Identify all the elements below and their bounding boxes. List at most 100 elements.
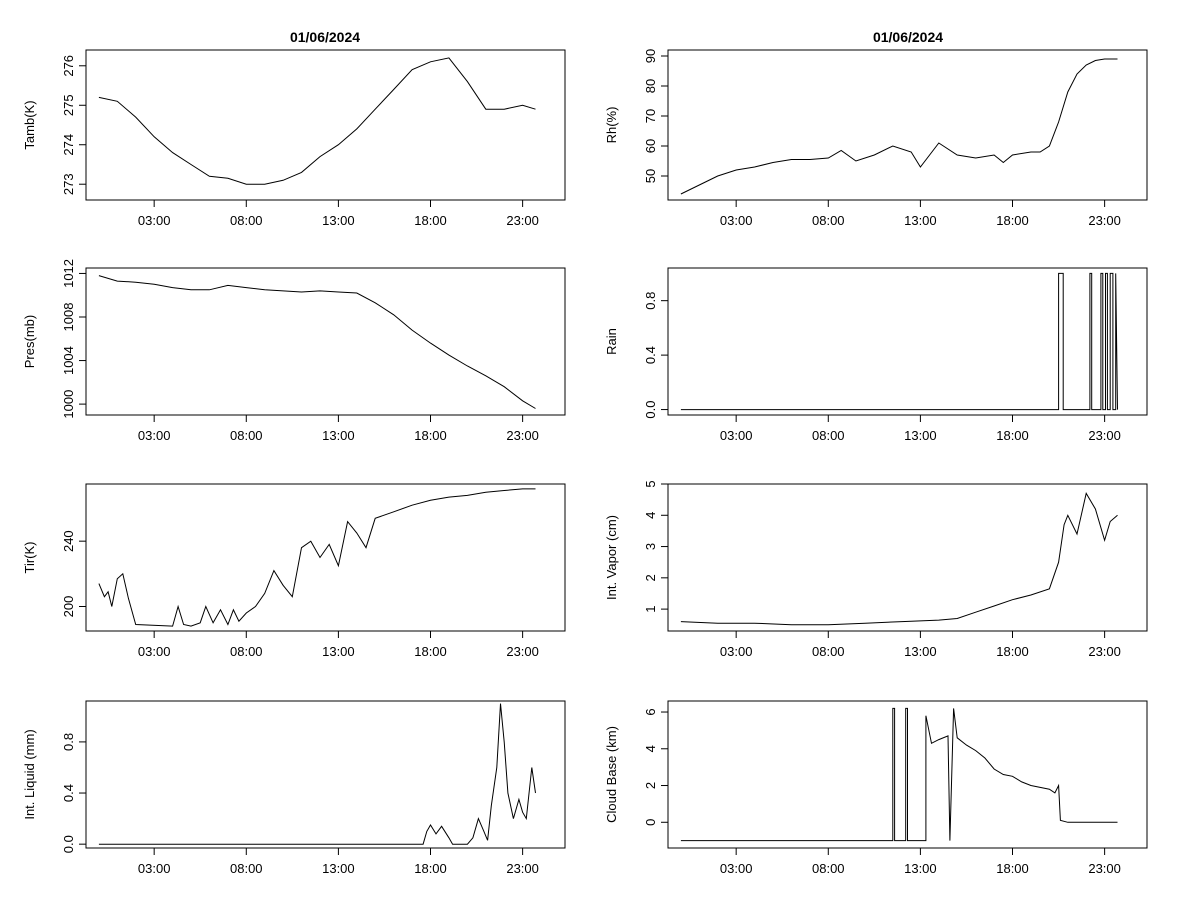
y-tick-label: 1 [643, 605, 658, 612]
y-tick-label: 1012 [61, 259, 76, 288]
x-tick-label: 18:00 [414, 428, 447, 443]
y-tick-label: 4 [643, 745, 658, 752]
y-tick-label: 200 [61, 596, 76, 618]
y-tick-label: 276 [61, 55, 76, 77]
x-tick-label: 08:00 [812, 428, 845, 443]
y-tick-label: 0.4 [643, 346, 658, 364]
y-tick-label: 0.0 [61, 835, 76, 853]
y-tick-label: 275 [61, 94, 76, 116]
x-tick-label: 03:00 [720, 213, 753, 228]
y-axis-label: Tir(K) [22, 541, 37, 573]
y-axis-label: Tamb(K) [22, 100, 37, 149]
series-line [98, 57, 536, 185]
y-tick-label: 0.4 [61, 784, 76, 802]
panel-cloud-base-km: 03:00 08:00 13:00 18:00 23:00 0 2 4 6 Cloud Base … [604, 700, 1148, 876]
x-tick-label: 03:00 [138, 861, 171, 876]
plot-frame [667, 700, 1148, 849]
series-line [680, 707, 1118, 842]
y-axis-label: Rh(%) [604, 107, 619, 144]
y-tick-label: 5 [643, 480, 658, 487]
y-tick-label: 2 [643, 574, 658, 581]
x-tick-label: 08:00 [230, 428, 263, 443]
title-left: 01/06/2024 [290, 29, 360, 45]
y-tick-label: 0 [643, 819, 658, 826]
plot-frame [667, 49, 1148, 201]
x-tick-label: 03:00 [138, 644, 171, 659]
panel-int-vapor-cm: 03:00 08:00 13:00 18:00 23:00 1 2 3 4 5 Int. Vapor… [604, 480, 1148, 659]
x-tick-label: 03:00 [138, 428, 171, 443]
y-tick-label: 50 [643, 169, 658, 183]
x-tick-label: 13:00 [904, 213, 937, 228]
x-tick-label: 08:00 [230, 861, 263, 876]
x-tick-label: 08:00 [812, 861, 845, 876]
plot-frame [667, 483, 1148, 632]
y-axis-label: Int. Liquid (mm) [22, 729, 37, 819]
x-tick-label: 08:00 [230, 213, 263, 228]
x-tick-label: 18:00 [996, 428, 1029, 443]
x-tick-label: 13:00 [322, 861, 355, 876]
y-tick-label: 0.8 [61, 733, 76, 751]
x-tick-label: 23:00 [1088, 428, 1121, 443]
plot-frame [85, 483, 566, 632]
plot-frame [85, 700, 566, 849]
y-tick-label: 0.8 [643, 292, 658, 310]
panel-rh: 03:00 08:00 13:00 18:00 23:00 50 60 70 80 90 Rh(%) [604, 49, 1148, 228]
x-tick-label: 23:00 [1088, 861, 1121, 876]
panel-rain: 03:00 08:00 13:00 18:00 23:00 0.0 0.4 0.8 Rain [604, 267, 1148, 443]
y-tick-label: 240 [61, 530, 76, 552]
x-tick-label: 18:00 [996, 861, 1029, 876]
y-tick-label: 1008 [61, 303, 76, 332]
x-tick-label: 13:00 [322, 428, 355, 443]
series-line [680, 58, 1118, 195]
y-tick-label: 4 [643, 512, 658, 519]
series-line [98, 703, 536, 845]
x-tick-label: 13:00 [322, 644, 355, 659]
y-tick-label: 90 [643, 49, 658, 63]
x-tick-label: 13:00 [904, 428, 937, 443]
series-line [680, 492, 1118, 626]
x-tick-label: 08:00 [812, 213, 845, 228]
y-tick-label: 6 [643, 708, 658, 715]
x-tick-label: 03:00 [720, 644, 753, 659]
x-tick-label: 23:00 [1088, 213, 1121, 228]
y-tick-label: 274 [61, 134, 76, 156]
x-tick-label: 23:00 [506, 861, 539, 876]
x-tick-label: 18:00 [414, 861, 447, 876]
y-tick-label: 273 [61, 173, 76, 195]
x-tick-label: 18:00 [414, 213, 447, 228]
x-tick-label: 18:00 [996, 644, 1029, 659]
y-tick-label: 0.0 [643, 401, 658, 419]
panel-tamb-k: 03:00 08:00 13:00 18:00 23:00 273 274 275 276 Tam… [22, 49, 566, 228]
plot-frame [85, 49, 566, 201]
y-axis-label: Int. Vapor (cm) [604, 515, 619, 600]
y-tick-label: 1000 [61, 390, 76, 419]
x-tick-label: 23:00 [506, 213, 539, 228]
x-tick-label: 13:00 [904, 644, 937, 659]
x-tick-label: 23:00 [506, 428, 539, 443]
y-tick-label: 80 [643, 79, 658, 93]
y-tick-label: 70 [643, 109, 658, 123]
x-tick-label: 08:00 [230, 644, 263, 659]
panel-pres-mb: 03:00 08:00 13:00 18:00 23:00 1000 1004 1008 101… [22, 259, 566, 443]
x-tick-label: 13:00 [322, 213, 355, 228]
y-tick-label: 1004 [61, 346, 76, 375]
x-tick-label: 08:00 [812, 644, 845, 659]
x-tick-label: 23:00 [1088, 644, 1121, 659]
panel-int-liquid-mm: 03:00 08:00 13:00 18:00 23:00 0.0 0.4 0.8 Int. L… [22, 700, 566, 876]
x-tick-label: 03:00 [138, 213, 171, 228]
title-right: 01/06/2024 [873, 29, 943, 45]
x-tick-label: 18:00 [414, 644, 447, 659]
series-line [98, 488, 536, 627]
series-line [680, 272, 1118, 411]
x-tick-label: 23:00 [506, 644, 539, 659]
y-axis-label: Rain [604, 328, 619, 355]
y-axis-label: Cloud Base (km) [604, 726, 619, 823]
x-tick-label: 13:00 [904, 861, 937, 876]
y-axis-label: Pres(mb) [22, 315, 37, 368]
plot-frame [85, 267, 566, 416]
series-line [98, 275, 536, 409]
y-tick-label: 2 [643, 782, 658, 789]
y-tick-label: 3 [643, 543, 658, 550]
x-tick-label: 03:00 [720, 428, 753, 443]
